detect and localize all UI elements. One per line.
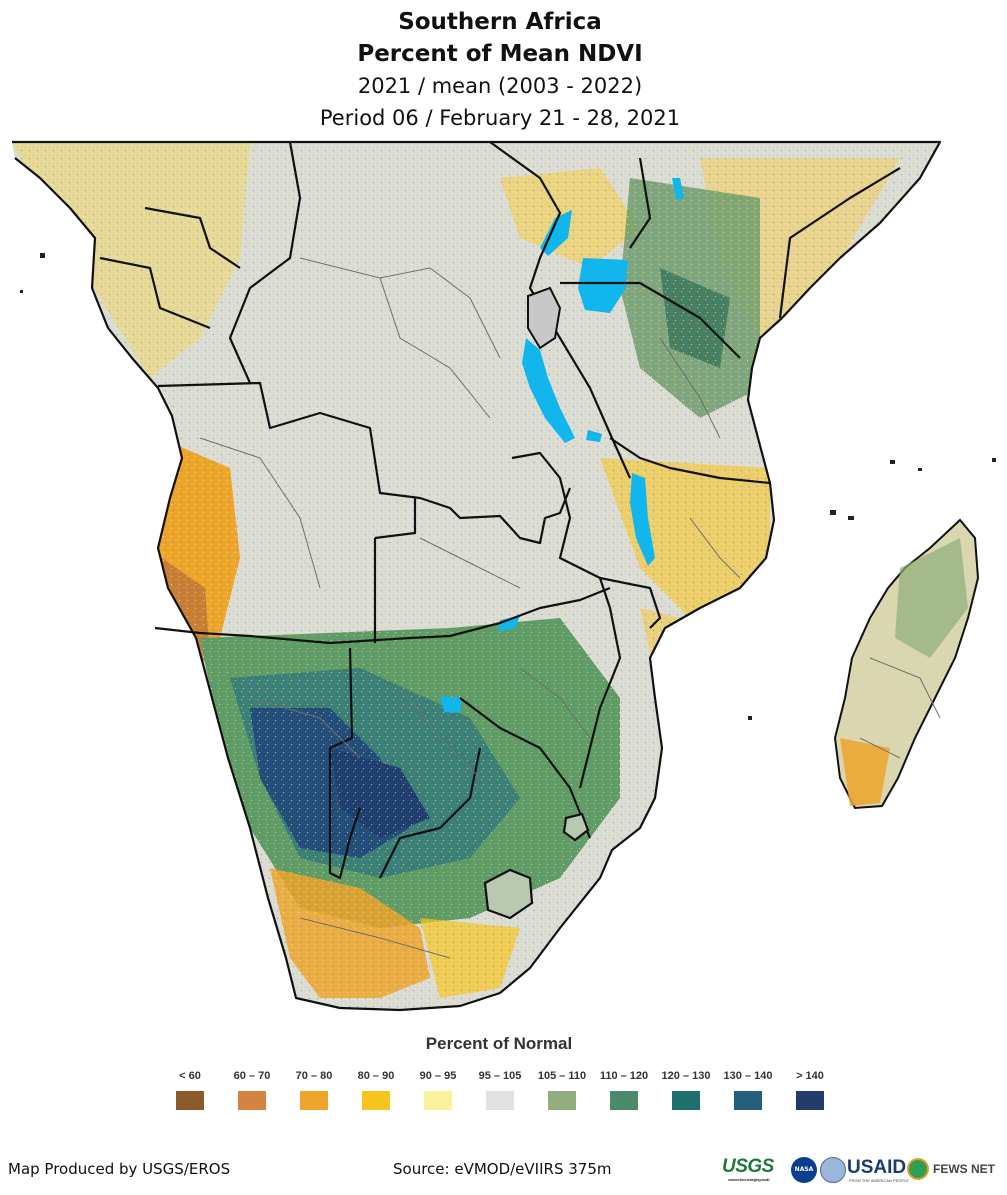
lake-shape xyxy=(540,210,572,256)
legend-class: 60 – 70 xyxy=(221,1069,283,1110)
legend-swatch xyxy=(300,1091,328,1110)
legend-swatch xyxy=(796,1091,824,1110)
ndvi-patch xyxy=(895,538,968,658)
admin-boundaries xyxy=(199,257,941,959)
map-title-block: Southern Africa Percent of Mean NDVI 202… xyxy=(0,6,1000,135)
legend-class: 120 – 130 xyxy=(655,1069,717,1110)
producer-credit: Map Produced by USGS/EROS xyxy=(8,1160,231,1178)
lesotho-border xyxy=(483,868,534,920)
region-title: Southern Africa xyxy=(398,9,602,35)
legend-class-label: 120 – 130 xyxy=(661,1070,711,1082)
country-border xyxy=(12,140,942,1012)
lake-shape xyxy=(522,338,575,443)
lake-shape xyxy=(440,696,462,713)
fews-globe-icon xyxy=(907,1158,929,1180)
ndvi-patch xyxy=(840,738,890,806)
lake-shape xyxy=(672,178,684,200)
legend-class-label: 70 – 80 xyxy=(295,1070,333,1082)
legend-swatch xyxy=(238,1091,266,1110)
source-credit: Source: eVMOD/eVIIRS 375m xyxy=(393,1160,612,1178)
legend-class-label: 130 – 140 xyxy=(723,1070,773,1082)
legend-title: Percent of Normal xyxy=(425,1034,573,1053)
legend-class-label: < 60 xyxy=(179,1070,201,1082)
nasa-logo: NASA xyxy=(791,1157,817,1183)
lake-shape xyxy=(630,473,655,566)
islands xyxy=(20,253,996,720)
legend-class: 105 – 110 xyxy=(531,1069,593,1110)
legend-swatch xyxy=(734,1091,762,1110)
usgs-logo: USGS science for a changing world xyxy=(722,1156,774,1182)
legend-swatch xyxy=(424,1091,452,1110)
legend-swatch xyxy=(486,1091,514,1110)
legend-class: 90 – 95 xyxy=(407,1069,469,1110)
legend-swatch xyxy=(672,1091,700,1110)
lake-shape xyxy=(578,258,628,313)
legend-swatch xyxy=(610,1091,638,1110)
legend-class: > 140 xyxy=(779,1069,841,1110)
product-title: Percent of Mean NDVI xyxy=(357,41,643,67)
rwanda-burundi-border xyxy=(527,286,562,350)
legend-class-label: 60 – 70 xyxy=(233,1070,271,1082)
ndvi-map xyxy=(12,140,996,1012)
legend-swatch xyxy=(548,1091,576,1110)
legend-class: < 60 xyxy=(159,1069,221,1110)
usaid-seal-icon xyxy=(820,1157,846,1183)
lake-shape xyxy=(498,616,520,632)
legend-class: 130 – 140 xyxy=(717,1069,779,1110)
legend-class-label: 90 – 95 xyxy=(419,1070,457,1082)
legend-class-label: 95 – 105 xyxy=(478,1070,522,1082)
legend-class: 70 – 80 xyxy=(283,1069,345,1110)
eswatini-border xyxy=(562,812,590,842)
comparison-subtitle: 2021 / mean (2003 - 2022) xyxy=(357,74,643,98)
legend-swatch xyxy=(176,1091,204,1110)
legend-class: 80 – 90 xyxy=(345,1069,407,1110)
lake-shape xyxy=(586,430,602,442)
legend-class: 110 – 120 xyxy=(593,1069,655,1110)
legend-class-label: 110 – 120 xyxy=(599,1070,649,1082)
legend-class: 95 – 105 xyxy=(469,1069,531,1110)
fews-net-logo: FEWS NET xyxy=(933,1162,995,1176)
legend-class-label: > 140 xyxy=(796,1070,824,1082)
legend-class-label: 105 – 110 xyxy=(537,1070,587,1082)
period-subtitle: Period 06 / February 21 - 28, 2021 xyxy=(319,106,681,130)
legend-swatch xyxy=(362,1091,390,1110)
partner-logos: USGS science for a changing world NASA US… xyxy=(722,1154,1002,1186)
usaid-logo: USAID FROM THE AMERICAN PEOPLE xyxy=(847,1157,909,1183)
legend-class-label: 80 – 90 xyxy=(357,1070,395,1082)
